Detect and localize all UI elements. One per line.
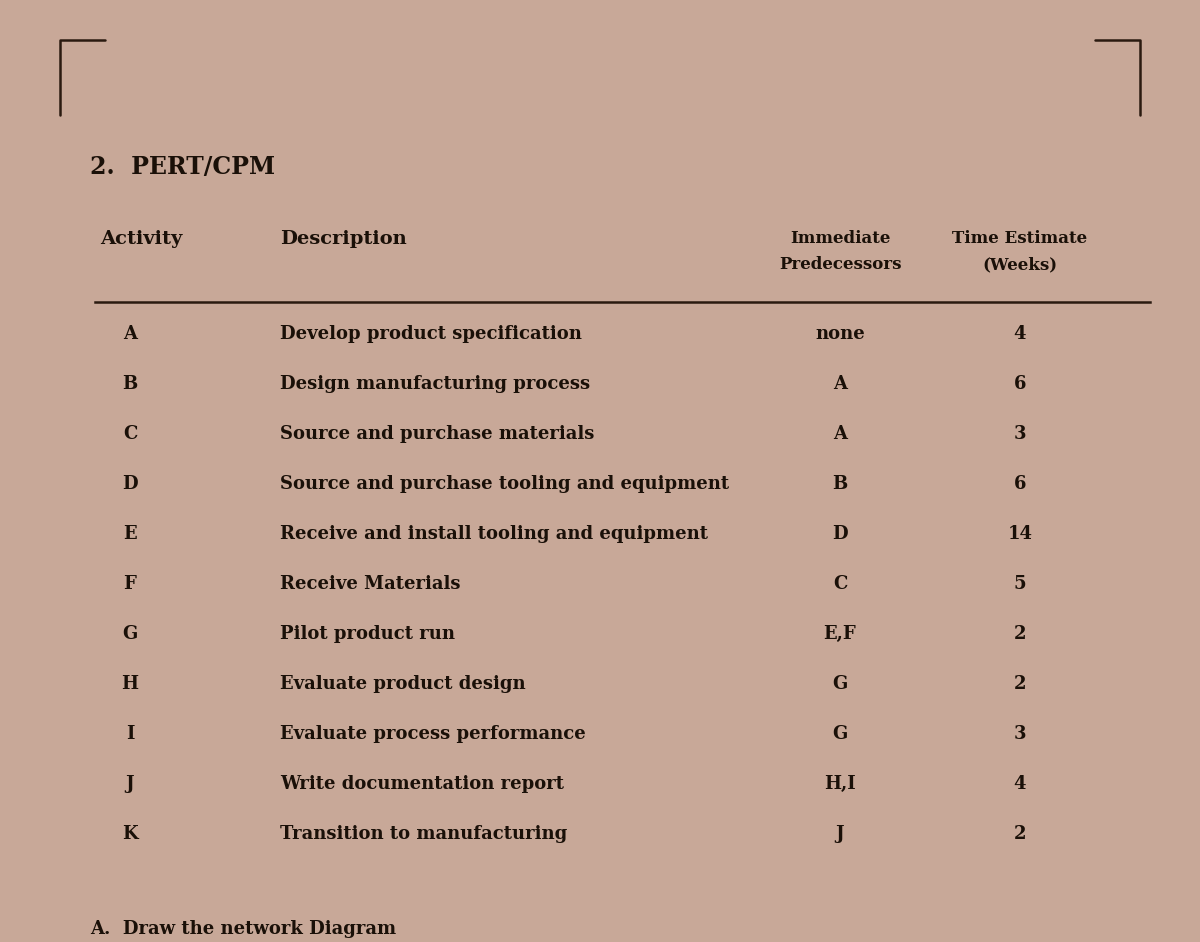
Text: G: G	[833, 675, 847, 693]
Text: Receive Materials: Receive Materials	[280, 575, 461, 593]
Text: C: C	[833, 575, 847, 593]
Text: Time Estimate: Time Estimate	[953, 230, 1087, 247]
Text: 14: 14	[1008, 525, 1032, 543]
Text: 2: 2	[1014, 625, 1026, 643]
Text: I: I	[126, 725, 134, 743]
Text: G: G	[833, 725, 847, 743]
Text: A: A	[833, 375, 847, 393]
Text: 3: 3	[1014, 425, 1026, 443]
Text: Evaluate process performance: Evaluate process performance	[280, 725, 586, 743]
Text: Transition to manufacturing: Transition to manufacturing	[280, 825, 568, 843]
Text: A: A	[124, 325, 137, 343]
Text: K: K	[122, 825, 138, 843]
Text: 2: 2	[1014, 675, 1026, 693]
Text: Receive and install tooling and equipment: Receive and install tooling and equipmen…	[280, 525, 708, 543]
Text: A.  Draw the network Diagram: A. Draw the network Diagram	[90, 920, 396, 938]
Text: E: E	[124, 525, 137, 543]
Text: Pilot product run: Pilot product run	[280, 625, 455, 643]
Text: B: B	[833, 475, 847, 493]
Text: Description: Description	[280, 230, 407, 248]
Text: Source and purchase tooling and equipment: Source and purchase tooling and equipmen…	[280, 475, 730, 493]
Text: 2: 2	[1014, 825, 1026, 843]
Text: 6: 6	[1014, 375, 1026, 393]
Text: 4: 4	[1014, 325, 1026, 343]
Text: D: D	[832, 525, 848, 543]
Text: A: A	[833, 425, 847, 443]
Text: J: J	[835, 825, 845, 843]
Text: Write documentation report: Write documentation report	[280, 775, 564, 793]
Text: G: G	[122, 625, 138, 643]
Text: Evaluate product design: Evaluate product design	[280, 675, 526, 693]
Text: H,I: H,I	[824, 775, 856, 793]
Text: 2.  PERT/CPM: 2. PERT/CPM	[90, 155, 275, 179]
Text: Source and purchase materials: Source and purchase materials	[280, 425, 594, 443]
Text: J: J	[126, 775, 134, 793]
Text: F: F	[124, 575, 137, 593]
Text: 6: 6	[1014, 475, 1026, 493]
Text: Design manufacturing process: Design manufacturing process	[280, 375, 590, 393]
Text: C: C	[122, 425, 137, 443]
Text: 4: 4	[1014, 775, 1026, 793]
Text: Predecessors: Predecessors	[779, 256, 901, 273]
Text: 5: 5	[1014, 575, 1026, 593]
Text: D: D	[122, 475, 138, 493]
Text: B: B	[122, 375, 138, 393]
Text: E,F: E,F	[823, 625, 857, 643]
Text: H: H	[121, 675, 138, 693]
Text: Immediate: Immediate	[790, 230, 890, 247]
Text: Activity: Activity	[100, 230, 182, 248]
Text: (Weeks): (Weeks)	[983, 256, 1057, 273]
Text: Develop product specification: Develop product specification	[280, 325, 582, 343]
Text: none: none	[815, 325, 865, 343]
Text: 3: 3	[1014, 725, 1026, 743]
